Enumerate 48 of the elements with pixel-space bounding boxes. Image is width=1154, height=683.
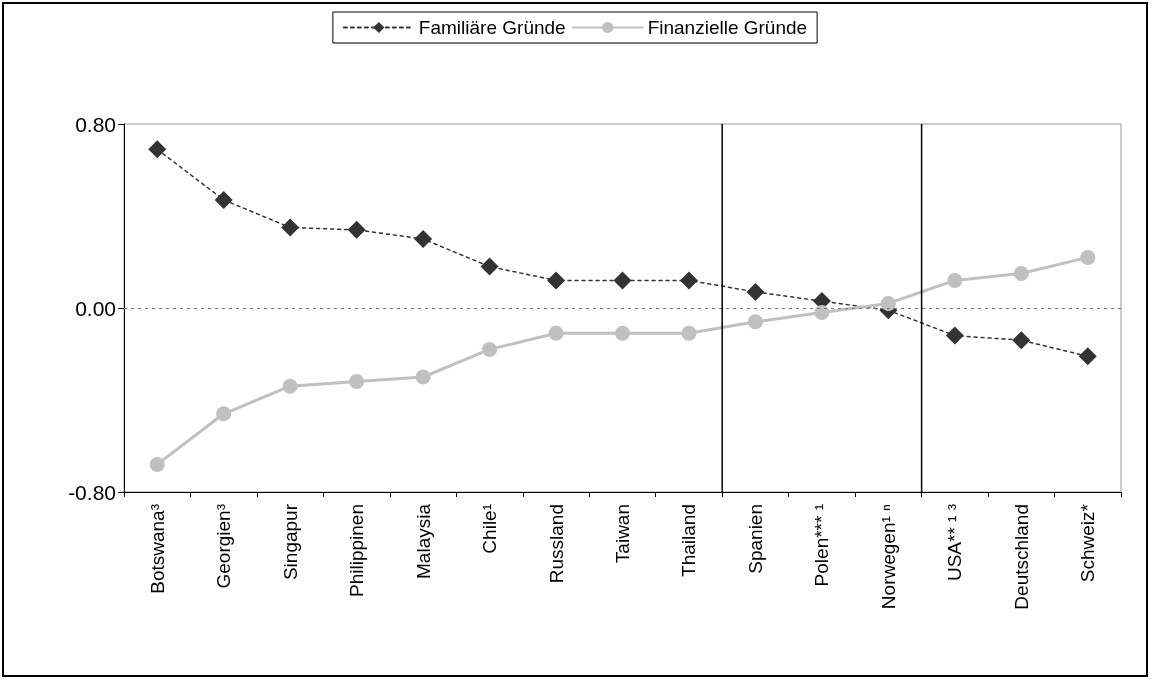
y-tick-label: 0.00 (75, 296, 116, 320)
x-tick-label: Singapur (279, 503, 301, 581)
x-tick-label: Thailand (678, 504, 700, 577)
x-tick-label: Philippinen (346, 504, 368, 597)
legend-label: Familiäre Gründe (418, 17, 566, 38)
point (414, 230, 433, 248)
point (747, 314, 763, 330)
point (1012, 331, 1031, 350)
point (1078, 347, 1097, 366)
point (281, 218, 300, 237)
x-tick-label: Schweiz* (1077, 503, 1099, 583)
point (149, 456, 165, 472)
point (216, 406, 232, 422)
point (482, 341, 498, 357)
x-tick-label: Botswana³ (146, 504, 168, 594)
point (547, 271, 566, 290)
legend-label: Finanzielle Gründe (647, 17, 808, 38)
point (415, 369, 431, 385)
x-tick-label: Polen*** ¹ (811, 504, 833, 587)
point (945, 326, 964, 345)
x-tick-label: Spanien (744, 504, 766, 574)
point (814, 305, 830, 321)
x-tick-label: Chile¹ (479, 504, 501, 554)
x-tick-label: Deutschland (1010, 504, 1032, 610)
point (681, 325, 697, 341)
x-tick-label: Malaysia (412, 503, 434, 579)
point (548, 325, 564, 341)
point (679, 271, 698, 290)
point (880, 295, 896, 311)
point (282, 378, 298, 394)
x-tick-label: Taiwan (612, 504, 633, 564)
x-tick-label: Georgien³ (213, 504, 235, 589)
point (615, 325, 630, 341)
point (480, 257, 499, 276)
point (214, 190, 233, 209)
x-tick-label: Russland (545, 504, 567, 584)
point (347, 220, 366, 239)
point (746, 282, 765, 301)
point (349, 374, 365, 390)
point (613, 271, 632, 290)
point (947, 272, 963, 288)
point (1080, 249, 1096, 265)
y-tick-label: 0.80 (75, 112, 116, 136)
point (148, 140, 167, 159)
x-tick-label: Norwegen¹ ⁿ (877, 504, 899, 610)
x-tick-label: USA** ¹ ³ (944, 504, 966, 582)
y-tick-label: -0.80 (68, 480, 116, 504)
point (1013, 266, 1029, 281)
